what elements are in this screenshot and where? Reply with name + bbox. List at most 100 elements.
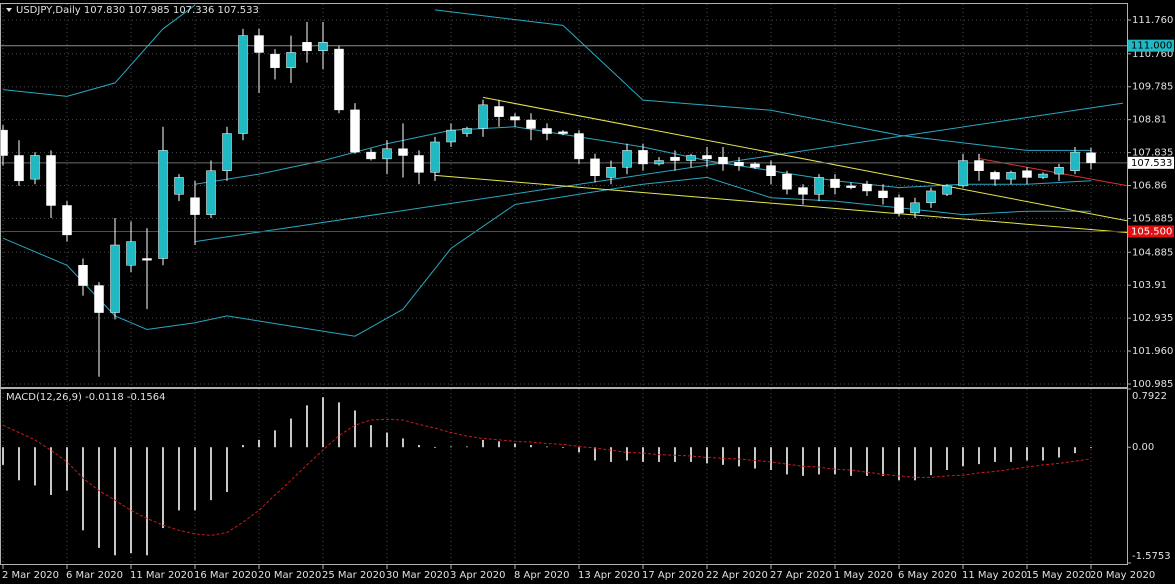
candle-body xyxy=(158,150,168,259)
candle-body xyxy=(878,190,888,198)
candle-body xyxy=(638,150,648,165)
axes: USDJPY,Daily 107.830 107.985 107.336 107… xyxy=(0,3,1174,581)
candle-body xyxy=(1022,170,1032,178)
candle-body xyxy=(110,244,120,313)
candle-body xyxy=(494,106,504,117)
price-tag-label: 111.000 xyxy=(1131,41,1172,52)
x-tick-label: 3 Apr 2020 xyxy=(450,570,505,581)
candle-body xyxy=(974,160,984,171)
macd-panel xyxy=(2,397,1092,556)
candle-body xyxy=(718,156,728,165)
y-tick-label: 105.885 xyxy=(1132,213,1173,224)
candle-body xyxy=(766,165,776,177)
candle-body xyxy=(702,155,712,160)
candle-body xyxy=(206,170,216,215)
x-tick-label: 20 Mar 2020 xyxy=(258,570,321,581)
macd-header: MACD(12,26,9) -0.0118 -0.1564 xyxy=(6,392,166,403)
x-tick-label: 22 Apr 2020 xyxy=(706,570,768,581)
candle-body xyxy=(398,148,408,156)
indicator-line xyxy=(434,174,1127,233)
y-tick-label: 107.835 xyxy=(1132,148,1173,159)
candle-body xyxy=(190,197,200,215)
candle-body xyxy=(430,141,440,173)
candle-body xyxy=(126,241,136,266)
x-tick-label: 2 Mar 2020 xyxy=(2,570,59,581)
indicator-line xyxy=(2,4,196,97)
candle-body xyxy=(734,161,744,166)
candle-body xyxy=(0,129,8,156)
x-tick-label: 27 Apr 2020 xyxy=(770,570,832,581)
x-tick-label: 11 May 2020 xyxy=(962,570,1027,581)
candle-body xyxy=(382,148,392,160)
candle-body xyxy=(942,185,952,195)
candle-body xyxy=(926,190,936,204)
candle-body xyxy=(94,285,104,313)
x-tick-label: 30 Mar 2020 xyxy=(386,570,449,581)
x-tick-label: 17 Apr 2020 xyxy=(642,570,704,581)
candle-body xyxy=(846,185,856,188)
indicator-line xyxy=(434,9,1091,151)
candle-body xyxy=(350,109,360,153)
y-tick-label: 104.885 xyxy=(1132,247,1173,258)
x-tick-label: 6 Mar 2020 xyxy=(66,570,123,581)
candle-body xyxy=(686,155,696,161)
candle-body xyxy=(462,128,472,134)
candle-body xyxy=(46,155,56,206)
candle-body xyxy=(334,48,344,111)
candle-body xyxy=(174,177,184,195)
price-panel xyxy=(0,4,1127,377)
candle-body xyxy=(446,129,456,143)
candle-body xyxy=(830,178,840,188)
price-tag xyxy=(1128,39,1174,52)
menu-icon[interactable] xyxy=(6,8,12,12)
candle-body xyxy=(654,160,664,165)
y-tick-label: 111.760 xyxy=(1132,15,1173,26)
candle-body xyxy=(270,53,280,68)
x-tick-label: 6 May 2020 xyxy=(898,570,957,581)
x-tick-label: 1 May 2020 xyxy=(834,570,893,581)
candle-body xyxy=(670,156,680,161)
candle-body xyxy=(798,187,808,195)
candle-body xyxy=(782,173,792,190)
y-tick-label: 102.935 xyxy=(1132,313,1173,324)
candle-body xyxy=(1054,167,1064,175)
candle-body xyxy=(62,205,72,236)
y-tick-label: 0.7922 xyxy=(1132,391,1167,402)
y-tick-label: 0.00 xyxy=(1132,442,1154,453)
candle-body xyxy=(990,172,1000,180)
y-tick-label: 101.960 xyxy=(1132,346,1173,357)
candle-body xyxy=(750,163,760,168)
candle-body xyxy=(558,131,568,134)
y-tick-label: -1.5753 xyxy=(1132,551,1171,562)
indicator-line xyxy=(194,102,1124,243)
candle-body xyxy=(542,128,552,134)
x-tick-label: 13 Apr 2020 xyxy=(578,570,640,581)
candle-body xyxy=(1070,151,1080,171)
candle-body xyxy=(510,116,520,121)
y-tick-label: 103.91 xyxy=(1132,280,1167,291)
candle-body xyxy=(1006,172,1016,180)
y-tick-label: 100.985 xyxy=(1132,379,1173,390)
candle-body xyxy=(142,258,152,261)
candle-body xyxy=(286,52,296,68)
candle-body xyxy=(30,155,40,180)
candle-body xyxy=(302,42,312,52)
price-tag-label: 105.500 xyxy=(1131,226,1172,237)
candle-body xyxy=(622,150,632,168)
x-tick-label: 15 May 2020 xyxy=(1026,570,1091,581)
candle-body xyxy=(366,151,376,160)
candle-body xyxy=(238,35,248,134)
y-tick-label: 110.760 xyxy=(1132,49,1173,60)
macd-frame xyxy=(0,388,1128,565)
candle-body xyxy=(894,197,904,214)
x-tick-label: 25 Mar 2020 xyxy=(322,570,385,581)
signal-line xyxy=(2,418,1092,536)
x-tick-label: 11 Mar 2020 xyxy=(130,570,193,581)
candle-body xyxy=(414,155,424,173)
candle-body xyxy=(910,202,920,214)
candle-body xyxy=(1038,173,1048,178)
candle-body xyxy=(222,133,232,171)
candle-body xyxy=(606,167,616,178)
